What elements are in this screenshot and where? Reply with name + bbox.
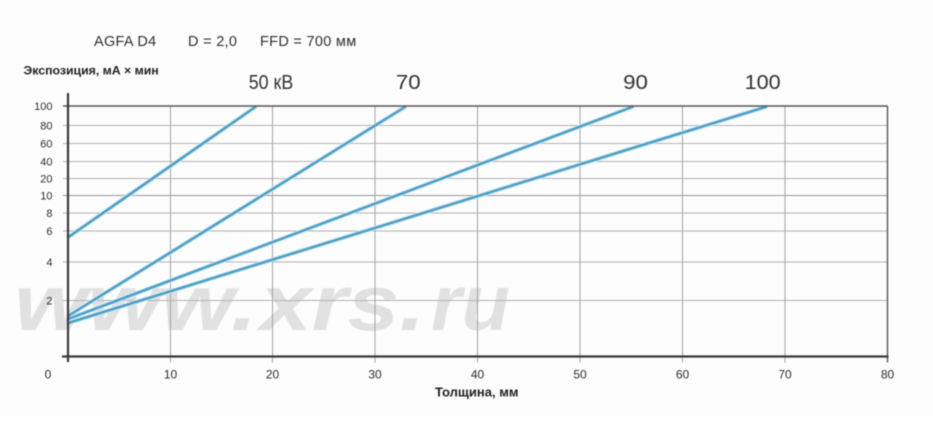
svg-text:80: 80 bbox=[40, 120, 52, 132]
svg-text:40: 40 bbox=[40, 156, 52, 168]
svg-text:10: 10 bbox=[40, 190, 52, 202]
svg-text:FFD = 700 мм: FFD = 700 мм bbox=[260, 34, 356, 50]
svg-text:Толщина, мм: Толщина, мм bbox=[435, 385, 519, 400]
svg-text:2: 2 bbox=[46, 295, 52, 307]
svg-text:0: 0 bbox=[45, 367, 52, 381]
svg-text:60: 60 bbox=[40, 138, 52, 150]
svg-text:Экспозиция, мА × мин: Экспозиция, мА × мин bbox=[24, 64, 159, 78]
svg-text:D = 2,0: D = 2,0 bbox=[188, 34, 237, 50]
svg-text:50: 50 bbox=[573, 367, 587, 381]
svg-text:10: 10 bbox=[164, 367, 178, 381]
svg-text:70: 70 bbox=[778, 367, 792, 381]
svg-text:90: 90 bbox=[623, 72, 648, 94]
svg-text:50 кВ: 50 кВ bbox=[249, 72, 294, 94]
svg-text:70: 70 bbox=[396, 72, 421, 94]
svg-text:80: 80 bbox=[881, 367, 895, 381]
svg-text:100: 100 bbox=[34, 101, 52, 113]
svg-text:4: 4 bbox=[46, 257, 52, 269]
svg-text:8: 8 bbox=[46, 208, 52, 220]
svg-text:20: 20 bbox=[266, 367, 280, 381]
svg-text:100: 100 bbox=[745, 72, 781, 94]
svg-text:40: 40 bbox=[471, 367, 485, 381]
svg-text:20: 20 bbox=[40, 173, 52, 185]
svg-text:30: 30 bbox=[368, 367, 382, 381]
svg-text:AGFA D4: AGFA D4 bbox=[94, 34, 157, 50]
svg-text:6: 6 bbox=[46, 226, 52, 238]
svg-text:60: 60 bbox=[676, 367, 690, 381]
